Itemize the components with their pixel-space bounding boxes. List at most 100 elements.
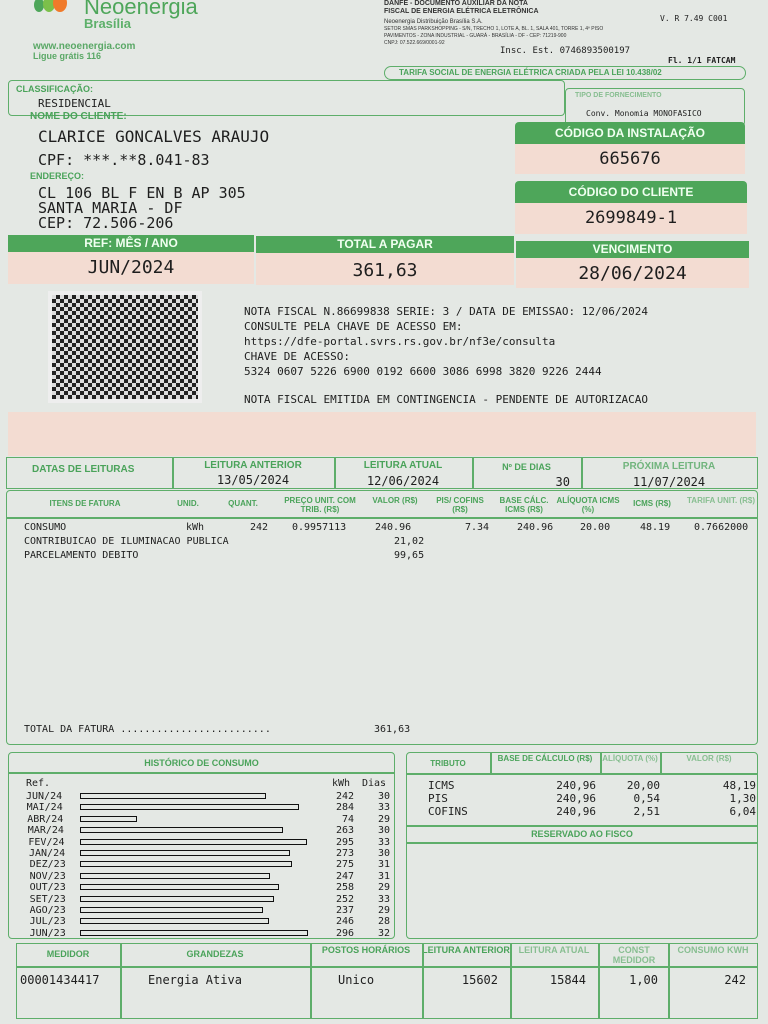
ref-header: REF: MÊS / ANO — [8, 235, 254, 252]
history-dias: 33 — [377, 836, 390, 848]
leitura-atual: 12/06/2024 — [366, 474, 440, 488]
brand-logo — [34, 0, 67, 14]
tarifa-social-text: TARIFA SOCIAL DE ENERGIA ELÉTRICA CRIADA… — [399, 68, 662, 77]
tributo-cell: 6,04 — [729, 805, 757, 818]
meter-col-header: LEITURA ANTERIOR — [422, 945, 510, 955]
history-kwh: 246 — [335, 916, 354, 928]
history-month: JUN/23 — [29, 927, 66, 939]
history-month: MAI/24 — [26, 802, 63, 814]
items-col-header: BASE CÁLC. ICMS (R$) — [499, 496, 549, 514]
doc-title-2: FISCAL DE ENERGIA ELÉTRICA ELETRÔNICA — [384, 8, 539, 15]
history-dias: 29 — [377, 905, 390, 916]
meter-cell: Unico — [338, 973, 375, 987]
history-bar — [80, 804, 299, 811]
items-cell: 48.19 — [640, 522, 671, 533]
items-col-header: TARIFA UNIT. (R$) — [687, 496, 755, 505]
meter-col-header: GRANDEZAS — [186, 949, 244, 959]
doc-title: DANFE - DOCUMENTO AUXILIAR DA NOTA — [384, 0, 528, 7]
divider — [490, 752, 492, 773]
history-bar — [80, 827, 283, 834]
items-col-header: ALÍQUOTA ICMS (%) — [556, 496, 620, 514]
history-kwh-label: kWh — [332, 778, 351, 789]
total-fatura-label: TOTAL DA FATURA ........................… — [24, 724, 271, 735]
history-bar — [80, 872, 271, 879]
history-dias: 33 — [377, 802, 390, 814]
history-bar — [80, 884, 279, 891]
reservado-fisco: RESERVADO AO FISCO — [531, 829, 633, 839]
items-col-header: PIS/ COFINS (R$) — [436, 496, 484, 514]
items-col-header: ITENS DE FATURA — [49, 499, 121, 508]
history-dias: 32 — [377, 927, 390, 939]
meter-cell: 00001434417 — [20, 973, 100, 987]
qr-code — [48, 291, 202, 403]
history-month: JUN/24 — [26, 791, 63, 802]
company-info: DANFE - DOCUMENTO AUXILIAR DA NOTA FISCA… — [384, 0, 603, 47]
vencimento-value: 28/06/2024 — [516, 258, 749, 288]
history-month: OUT/23 — [29, 882, 66, 894]
company-address-2: PAVIMENTOS - ZONA INDUSTRIAL - GUARÁ - B… — [384, 33, 567, 39]
items-cell: 7.34 — [465, 522, 490, 533]
history-dias: 30 — [377, 848, 390, 859]
phone: Ligue grátis 116 — [33, 51, 102, 61]
history-dias: 30 — [377, 791, 390, 802]
message-band — [8, 412, 756, 456]
items-cell: 21,02 — [394, 536, 425, 547]
items-col-header: PREÇO UNIT. COM TRIB. (R$) — [284, 496, 356, 514]
history-month: FEV/24 — [28, 836, 65, 848]
website-link[interactable]: www.neoenergia.com — [33, 41, 136, 52]
tributo-cell: 240,96 — [556, 779, 596, 792]
divider — [422, 943, 424, 1019]
tarifa-social-banner: TARIFA SOCIAL DE ENERGIA ELÉTRICA CRIADA… — [384, 66, 746, 80]
tributo-cell: 20,00 — [626, 779, 660, 792]
history-title: HISTÓRICO DE CONSUMO — [144, 758, 259, 768]
divider — [510, 943, 512, 1019]
inscricao-estadual: Insc. Est. 0746893500197 — [500, 46, 631, 56]
meter-col-header: LEITURA ATUAL — [518, 945, 590, 955]
history-dias-label: Dias — [362, 778, 387, 789]
history-kwh: 237 — [335, 905, 354, 916]
history-bar — [80, 907, 263, 913]
total-header: TOTAL A PAGAR — [256, 236, 514, 253]
invoice-items-box — [6, 490, 758, 745]
history-month: DEZ/23 — [29, 859, 66, 871]
version: V. R 7.49 C001 — [660, 14, 728, 23]
tributo-cell: PIS — [428, 792, 448, 805]
tipo-fornecimento-value: Conv. Monomia MONOFASICO — [586, 109, 702, 118]
items-cell: PARCELAMENTO DEBITO — [24, 550, 139, 561]
brand-region: Brasília — [84, 16, 131, 31]
client-name: CLARICE GONCALVES ARAUJO — [38, 127, 270, 146]
items-cell: CONTRIBUICAO DE ILUMINACAO PUBLICA — [24, 536, 229, 547]
items-cell: 240.96 — [517, 522, 554, 533]
nome-label: NOME DO CLIENTE: — [30, 111, 127, 122]
divider — [668, 943, 670, 1019]
leitura-atual-label: LEITURA ATUAL — [363, 460, 443, 471]
history-bar — [80, 815, 137, 822]
history-bar — [80, 793, 267, 799]
company-cnpj: CNPJ: 07.522.669/0001-92 — [384, 40, 445, 46]
classificacao-box — [8, 80, 565, 116]
history-dias: 29 — [377, 882, 390, 894]
tributo-col-header: VALOR (R$) — [686, 754, 732, 763]
history-month: JAN/24 — [29, 848, 66, 859]
history-dias: 31 — [377, 859, 390, 871]
history-month: JUL/23 — [29, 916, 66, 928]
nf-url[interactable]: https://dfe-portal.svrs.rs.gov.br/nf3e/c… — [244, 335, 556, 348]
tributos-box — [406, 752, 758, 939]
divider — [600, 752, 602, 773]
history-bar — [80, 918, 270, 925]
instalacao-header: CÓDIGO DA INSTALAÇÃO — [515, 122, 745, 144]
tipo-fornecimento-label: TIPO DE FORNECIMENTO — [575, 92, 662, 99]
divider — [598, 943, 600, 1019]
nf-consulta: CONSULTE PELA CHAVE DE ACESSO EM: — [244, 320, 463, 333]
nf-contingencia: NOTA FISCAL EMITIDA EM CONTINGENCIA - PE… — [244, 393, 648, 406]
tributo-col-header: TRIBUTO — [430, 759, 466, 768]
divider — [660, 752, 662, 773]
history-kwh: 242 — [335, 791, 354, 802]
meter-col-header: CONST MEDIDOR — [612, 945, 656, 965]
history-kwh: 284 — [335, 802, 354, 814]
client-address: CL 106 BL F EN B AP 305 SANTA MARIA - DF… — [38, 186, 246, 231]
history-month: SET/23 — [29, 893, 66, 905]
meter-cell: Energia Ativa — [148, 973, 242, 987]
history-bar — [80, 929, 308, 936]
items-cell: 240.96 — [375, 522, 412, 533]
